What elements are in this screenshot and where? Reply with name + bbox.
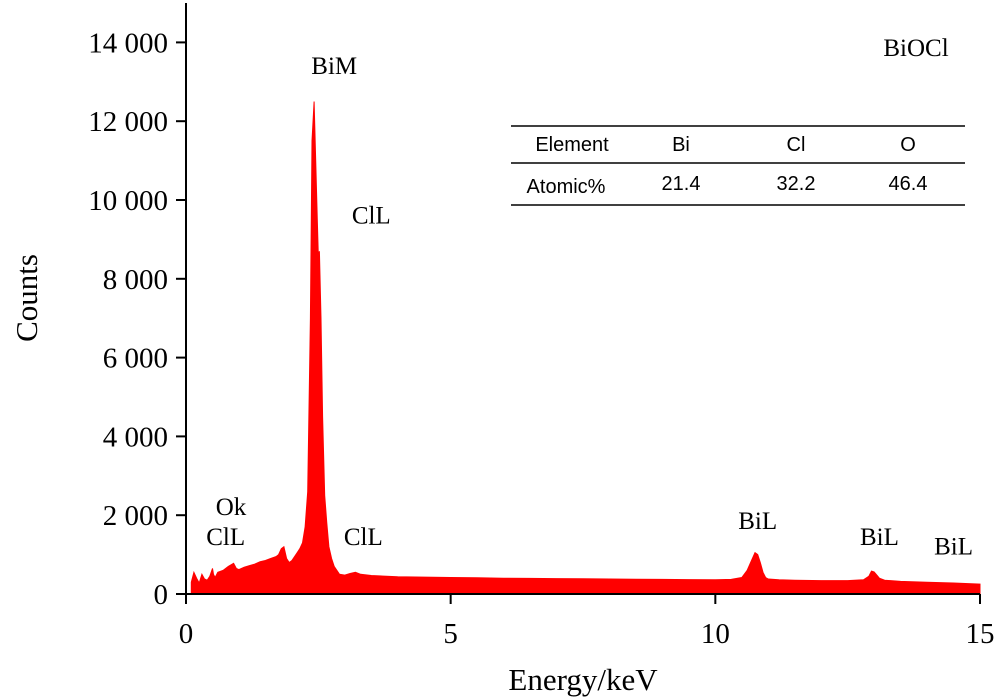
x-tick-label: 0: [179, 618, 194, 650]
table-value-o: 46.4: [889, 173, 928, 195]
y-axis-ticks: 0 2 000 4 000 6 000 8 000 10 000 12 000 14 000: [88, 27, 186, 611]
peak-label: BiL: [860, 524, 899, 551]
y-axis-title: Counts: [9, 254, 44, 342]
peak-label: ClL: [352, 203, 391, 230]
y-tick-label: 4 000: [103, 421, 168, 453]
spectrum-area: [190, 101, 981, 595]
x-axis-ticks: 0 5 10 15: [179, 594, 995, 650]
peak-label: ClL: [206, 524, 245, 551]
table-header-label: Element: [535, 134, 609, 156]
peak-label: BiL: [934, 534, 973, 561]
table-value-bi: 21.4: [662, 173, 701, 195]
table-element-bi: Bi: [672, 134, 690, 156]
peak-label: ClL: [344, 524, 383, 551]
y-tick-label: 6 000: [103, 343, 168, 375]
y-tick-label: 2 000: [103, 500, 168, 532]
x-axis-title: Energy/keV: [508, 662, 658, 697]
sample-label: BiOCl: [883, 35, 948, 62]
y-tick-label: 12 000: [88, 106, 168, 138]
x-tick-label: 5: [443, 618, 458, 650]
y-tick-label: 14 000: [88, 27, 168, 59]
peak-label: Ok: [216, 494, 247, 521]
x-tick-label: 15: [966, 618, 995, 650]
peak-label: BiL: [738, 508, 777, 535]
peak-label: BiM: [311, 53, 357, 80]
table-value-cl: 32.2: [777, 173, 816, 195]
table-element-cl: Cl: [787, 134, 806, 156]
plot-layer: [190, 101, 981, 595]
table-element-o: O: [900, 134, 916, 156]
peak-labels: BiM ClL Ok ClL ClL BiL BiL BiL: [206, 53, 973, 561]
table-row-label: Atomic%: [527, 176, 606, 198]
y-tick-label: 10 000: [88, 185, 168, 217]
x-tick-label: 10: [701, 618, 730, 650]
y-tick-label: 0: [154, 579, 169, 611]
atomic-percent-table: Element Atomic% Bi Cl O 21.4 32.2 46.4: [511, 125, 965, 206]
y-tick-label: 8 000: [103, 264, 168, 296]
